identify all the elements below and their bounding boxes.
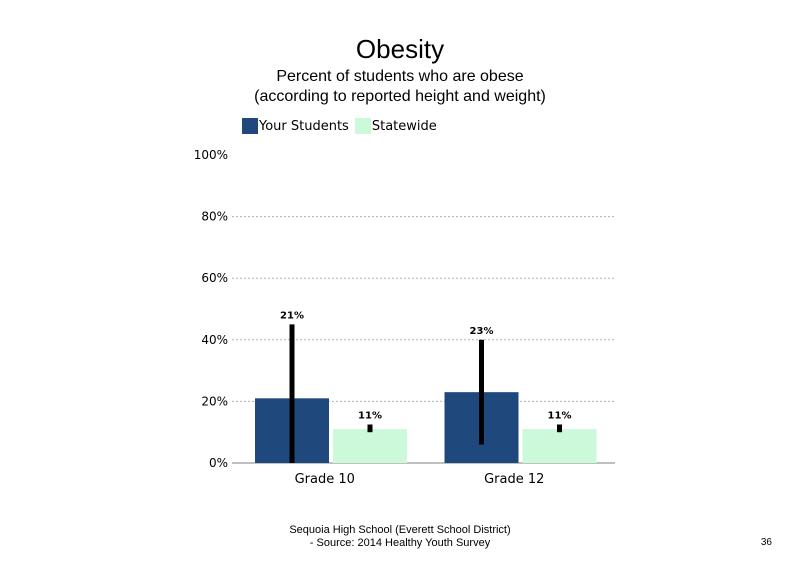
data-label: 23%: [470, 326, 494, 337]
data-label: 11%: [358, 411, 382, 422]
footer-line-1: Sequoia High School (Everett School Dist…: [289, 524, 511, 536]
footer-line-2: - Source: 2014 Healthy Youth Survey: [309, 537, 491, 549]
legend-swatch-your-students: [242, 118, 258, 134]
legend-label-your-students: Your Students: [259, 118, 349, 134]
legend-item-statewide: Statewide: [354, 118, 437, 134]
bar-1-0: [333, 429, 407, 463]
legend-swatch-statewide: [354, 118, 371, 134]
y-tick-label: 60%: [201, 271, 228, 285]
legend-label-statewide: Statewide: [371, 118, 437, 134]
y-tick-label: 20%: [201, 394, 228, 408]
y-tick-label: 40%: [201, 333, 228, 347]
chart-subtitle: Percent of students who are obese (accor…: [254, 68, 546, 105]
chart-title: Obesity: [355, 34, 445, 64]
y-tick-label: 100%: [194, 148, 228, 162]
data-label: 21%: [280, 310, 304, 321]
y-tick-label: 0%: [209, 456, 228, 470]
x-category-label: Grade 10: [295, 472, 355, 487]
x-category-label: Grade 12: [484, 472, 544, 487]
chart-legend: Your Students Statewide: [242, 118, 443, 134]
legend-item-your-students: Your Students: [242, 118, 349, 134]
footer-source: Sequoia High School (Everett School Dist…: [230, 524, 570, 550]
y-tick-label: 80%: [201, 210, 228, 224]
data-label: 11%: [548, 411, 572, 422]
bar-1-1: [522, 429, 597, 463]
page-number: 36: [760, 537, 772, 548]
